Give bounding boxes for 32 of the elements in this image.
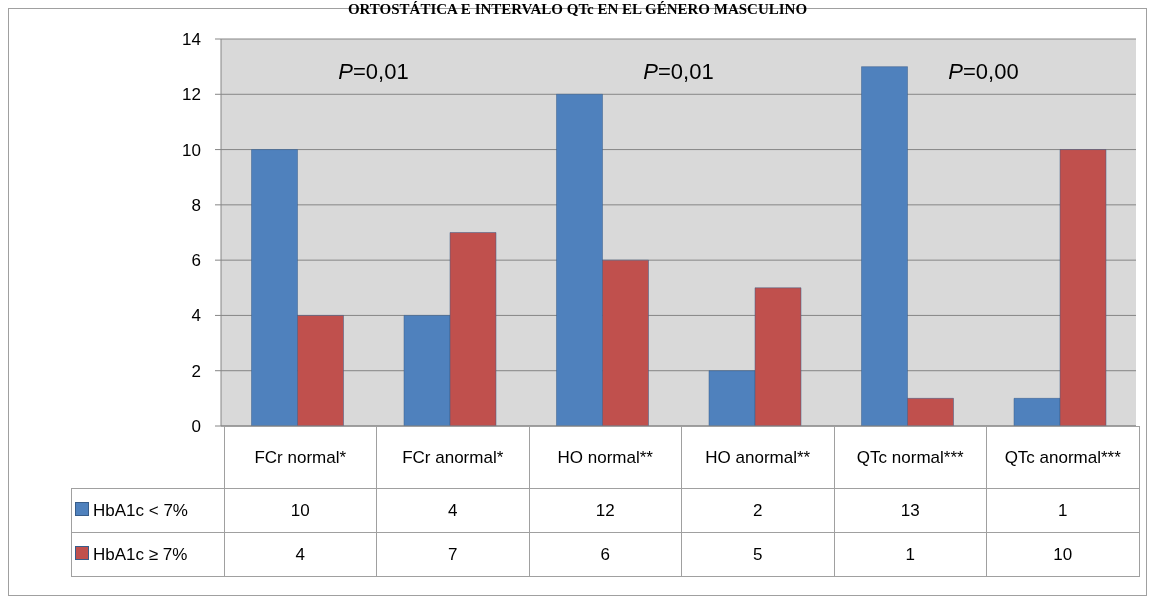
chart-title: ORTOSTÁTICA E INTERVALO QTc EN EL GÉNERO MASCULINO <box>346 1 809 18</box>
y-tick-label: 8 <box>191 195 201 215</box>
x-tick-label: QTc normal*** <box>834 426 987 489</box>
x-tick-label: HO anormal** <box>681 426 834 489</box>
x-tick-label: HO normal** <box>529 426 682 489</box>
annotation: P=0,00 <box>948 59 1019 85</box>
annotation: P=0,01 <box>643 59 714 85</box>
data-label: 7 <box>376 532 529 577</box>
legend-label: HbA1c ≥ 7% <box>71 532 224 577</box>
y-tick-label: 10 <box>182 140 201 160</box>
data-label: 10 <box>224 488 377 533</box>
legend-label: HbA1c < 7% <box>71 488 224 533</box>
data-label: 4 <box>376 488 529 533</box>
data-label: 13 <box>834 488 987 533</box>
x-tick-label: FCr anormal* <box>376 426 529 489</box>
y-tick-label: 4 <box>191 306 201 326</box>
data-label: 12 <box>529 488 682 533</box>
data-label: 4 <box>224 532 377 577</box>
x-tick-label: FCr normal* <box>224 426 377 489</box>
data-label: 1 <box>834 532 987 577</box>
y-tick-label: 14 <box>182 30 201 50</box>
data-label: 10 <box>986 532 1139 577</box>
y-tick-label: 2 <box>191 361 201 381</box>
data-label: 2 <box>681 488 834 533</box>
data-label: 1 <box>986 488 1139 533</box>
y-tick-label: 6 <box>191 251 201 271</box>
annotation: P=0,01 <box>338 59 409 85</box>
x-tick-label: QTc anormal*** <box>986 426 1139 489</box>
y-tick-label: 0 <box>191 417 201 437</box>
data-label: 5 <box>681 532 834 577</box>
data-label: 6 <box>529 532 682 577</box>
y-tick-label: 12 <box>182 85 201 105</box>
